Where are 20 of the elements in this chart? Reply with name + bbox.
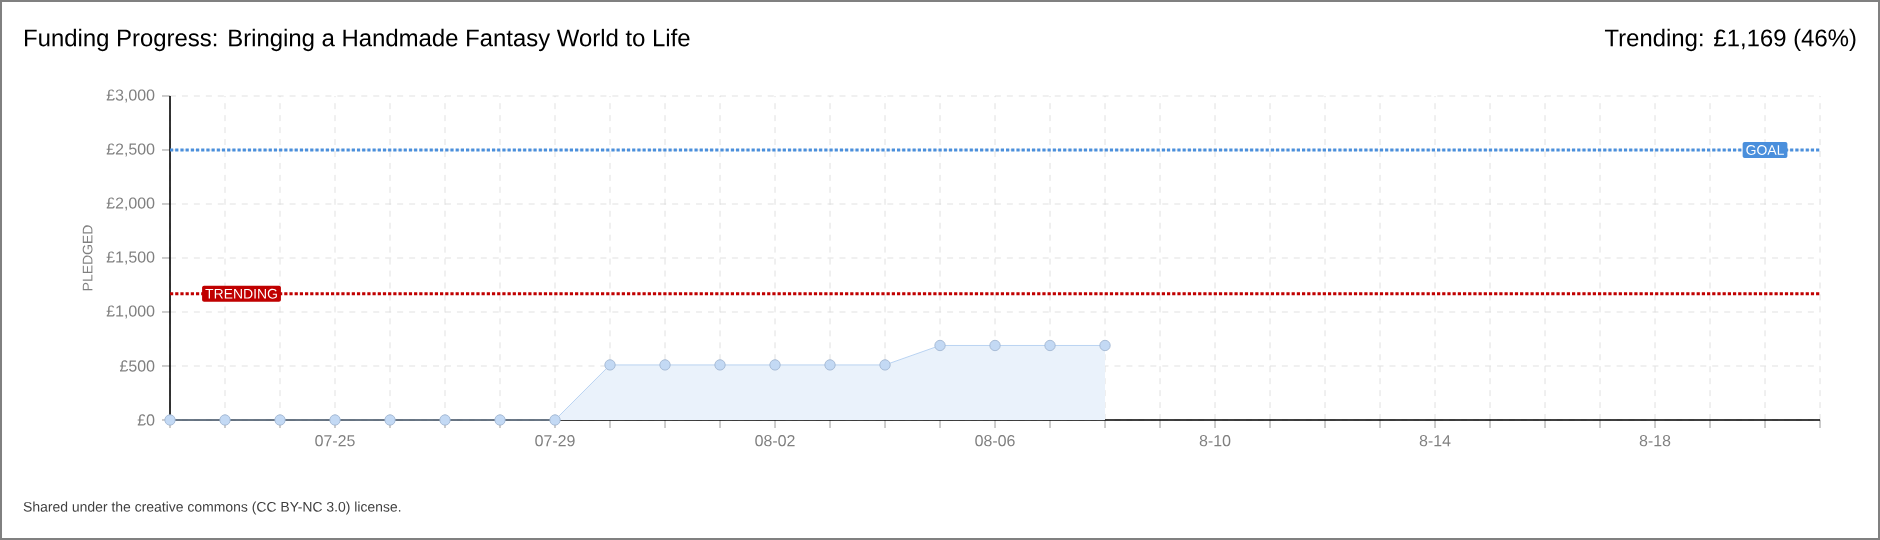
point — [604, 359, 616, 371]
point — [274, 414, 286, 426]
point — [934, 339, 946, 352]
point — [1044, 339, 1056, 352]
point — [879, 359, 891, 371]
point — [714, 359, 726, 371]
point — [1099, 339, 1111, 352]
point — [769, 359, 781, 371]
point — [329, 414, 341, 426]
chart-subtitle: Trending: £1,169 (46%) — [1604, 28, 1856, 52]
point — [549, 414, 561, 426]
point — [494, 414, 506, 426]
chart-title: Funding Progress: Bringing a Handmade Fantasy World to Life — [25, 28, 690, 52]
point — [659, 359, 671, 371]
point — [989, 339, 1001, 352]
point — [219, 414, 231, 426]
point — [824, 359, 836, 371]
point — [384, 414, 396, 426]
point — [164, 414, 176, 426]
point — [439, 414, 451, 426]
